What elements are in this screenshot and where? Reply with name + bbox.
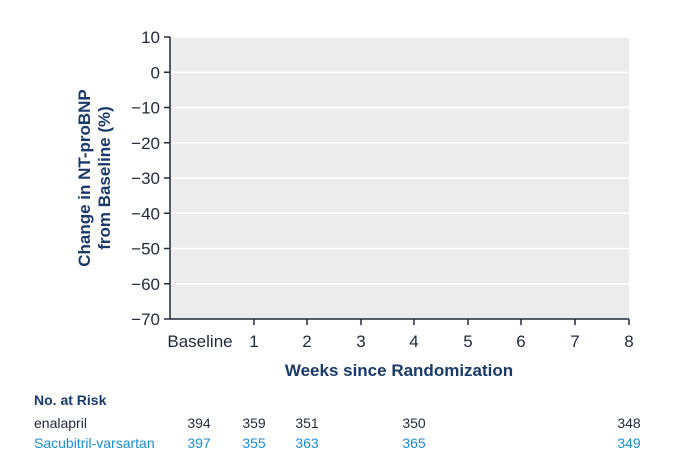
risk-value: 349 xyxy=(617,435,641,451)
y-axis-ticks: 10 0 −10 −20 −30 −40 −50 −60 −70 xyxy=(131,28,170,329)
y-tick-label: −20 xyxy=(131,134,160,153)
y-tick-label: 10 xyxy=(141,28,160,47)
x-tick-label: 6 xyxy=(516,332,525,351)
risk-value: 365 xyxy=(402,435,426,451)
x-axis-ticks: Baseline 1 2 3 4 5 6 7 8 xyxy=(167,319,634,351)
risk-value: 348 xyxy=(617,415,641,431)
y-tick-label: 0 xyxy=(151,63,160,82)
y-axis-title-line1: Change in NT-proBNP xyxy=(75,89,94,267)
gridlines xyxy=(170,36,629,285)
x-tick-label: 8 xyxy=(624,332,633,351)
y-tick-label: −60 xyxy=(131,275,160,294)
risk-table: enalapril 394 359 351 350 348 Sacubitril-varsa… xyxy=(34,415,641,451)
x-tick-label: 2 xyxy=(302,332,311,351)
x-tick-label: 4 xyxy=(409,332,418,351)
x-tick-label: 3 xyxy=(356,332,365,351)
x-tick-label: 5 xyxy=(463,332,472,351)
risk-value: 394 xyxy=(187,415,211,431)
risk-value: 355 xyxy=(242,435,266,451)
risk-table-title: No. at Risk xyxy=(34,392,107,408)
risk-row-label: Sacubitril-varsartan xyxy=(34,435,155,451)
y-tick-label: −40 xyxy=(131,204,160,223)
x-tick-label: 1 xyxy=(249,332,258,351)
y-tick-label: −30 xyxy=(131,169,160,188)
x-axis-title: Weeks since Randomization xyxy=(285,361,513,380)
risk-row-label: enalapril xyxy=(34,415,87,431)
x-tick-label: Baseline xyxy=(167,332,232,351)
risk-value: 363 xyxy=(295,435,319,451)
y-tick-label: −70 xyxy=(131,310,160,329)
x-tick-label: 7 xyxy=(570,332,579,351)
y-axis-title-line2: from Baseline (%) xyxy=(95,106,114,250)
risk-value: 359 xyxy=(242,415,266,431)
risk-value: 397 xyxy=(187,435,211,451)
risk-value: 351 xyxy=(295,415,319,431)
risk-value: 350 xyxy=(402,415,426,431)
y-tick-label: −50 xyxy=(131,240,160,259)
y-tick-label: −10 xyxy=(131,99,160,118)
